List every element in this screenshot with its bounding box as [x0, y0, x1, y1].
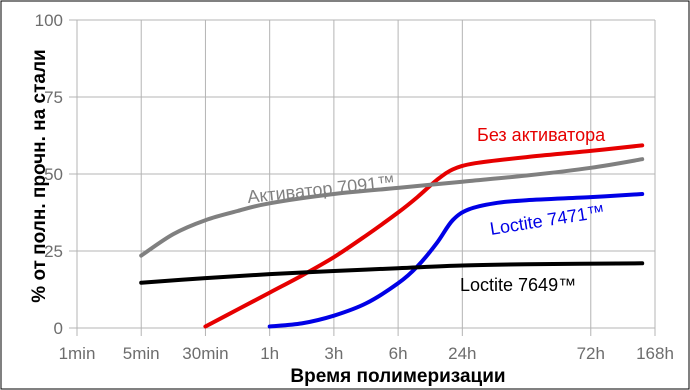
x-tick-label: 6h — [389, 344, 408, 363]
series-label-без-активатора: Без активатора — [477, 125, 606, 145]
y-tick-label: 100 — [35, 11, 63, 30]
series-line-loctite-7471 — [267, 192, 645, 329]
series-label-loctite-7471: Loctite 7471™ — [488, 201, 606, 239]
series-line-loctite-7649 — [139, 261, 645, 285]
x-tick-label: 72h — [577, 344, 605, 363]
x-tick-label: 3h — [324, 344, 343, 363]
y-tick-label: 25 — [44, 242, 63, 261]
series-label-активатор-7091: Активатор 7091™ — [246, 172, 396, 207]
tick-labels: 1min 5min 30min 1h 3h 6h 24h 72h 168h 0 25 50 75 100 — [35, 11, 674, 363]
x-tick-label: 168h — [636, 344, 674, 363]
x-tick-label: 30min — [182, 344, 228, 363]
grid-lines — [69, 19, 656, 336]
y-axis-title: % от полн. прочн. на стали — [29, 49, 50, 302]
series-line-активатор-7091 — [139, 157, 645, 258]
series-labels: Без активатора Loctite 7471™ Активатор 709… — [246, 125, 606, 295]
x-tick-label: 24h — [448, 344, 476, 363]
y-tick-label: 75 — [44, 88, 63, 107]
x-tick-label: 5min — [123, 344, 160, 363]
x-axis-title: Время полимеризации — [290, 366, 505, 387]
x-tick-label: 1h — [260, 344, 279, 363]
x-tick-label: 1min — [59, 344, 96, 363]
y-tick-label: 0 — [54, 319, 63, 338]
series-line-без-активатора — [203, 143, 645, 329]
series-label-loctite-7649: Loctite 7649™ — [460, 275, 576, 295]
y-tick-label: 50 — [44, 165, 63, 184]
series-lines — [139, 143, 645, 329]
